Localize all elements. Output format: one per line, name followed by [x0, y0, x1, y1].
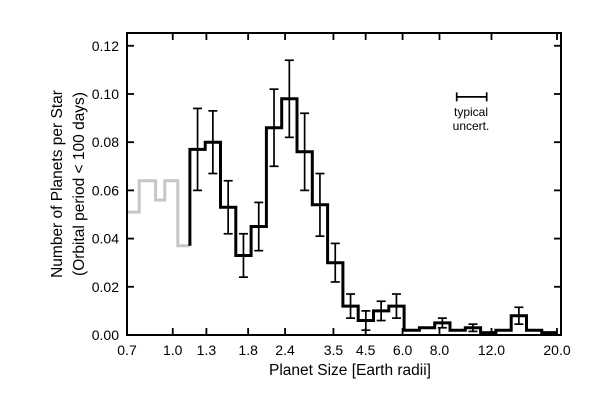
x-tick-label: 1.0 [163, 342, 183, 358]
black-histogram-path [188, 97, 557, 335]
plot-frame-rect [126, 32, 562, 336]
error-bars [193, 59, 524, 333]
y-tick-label: 0.10 [92, 86, 119, 102]
x-tick-label: 20.0 [543, 342, 570, 358]
y-tick-label: 0.04 [92, 231, 119, 247]
x-tick-label: 0.7 [117, 342, 137, 358]
y-tick-label: 0.08 [92, 134, 119, 150]
x-tick-label: 6.0 [393, 342, 413, 358]
black-histogram-occurrence [188, 97, 557, 335]
y-axis-title-line2: (Orbital period < 100 days) [71, 92, 88, 276]
x-tick-label: 4.5 [356, 342, 376, 358]
y-tick-label: 0.02 [92, 279, 119, 295]
x-tick-label: 1.8 [238, 342, 258, 358]
annotation-text-line2: uncert. [453, 119, 490, 133]
x-tick-label: 12.0 [478, 342, 505, 358]
y-tick-label: 0.06 [92, 182, 119, 198]
x-tick-label: 2.4 [275, 342, 295, 358]
x-axis-title: Planet Size [Earth radii] [269, 362, 431, 379]
annotation-text-line1: typical [454, 105, 488, 119]
axis-tick-labels: 0.7 1.0 1.3 1.8 2.4 3.5 4.5 6.0 8.0 12.0 20.0 0.00 0… [92, 38, 571, 358]
y-axis-title-line1: Number of Planets per Star [49, 90, 66, 278]
gray-histogram-path [127, 179, 190, 248]
typical-uncertainty-annotation: typical uncert. [453, 92, 490, 133]
y-tick-label: 0.12 [92, 38, 119, 54]
gray-histogram-low-completeness [127, 179, 190, 248]
x-tick-label: 3.5 [324, 342, 344, 358]
x-tick-label: 8.0 [430, 342, 450, 358]
x-tick-label: 1.3 [197, 342, 217, 358]
y-tick-label: 0.00 [92, 327, 119, 343]
plot-frame [126, 32, 562, 336]
